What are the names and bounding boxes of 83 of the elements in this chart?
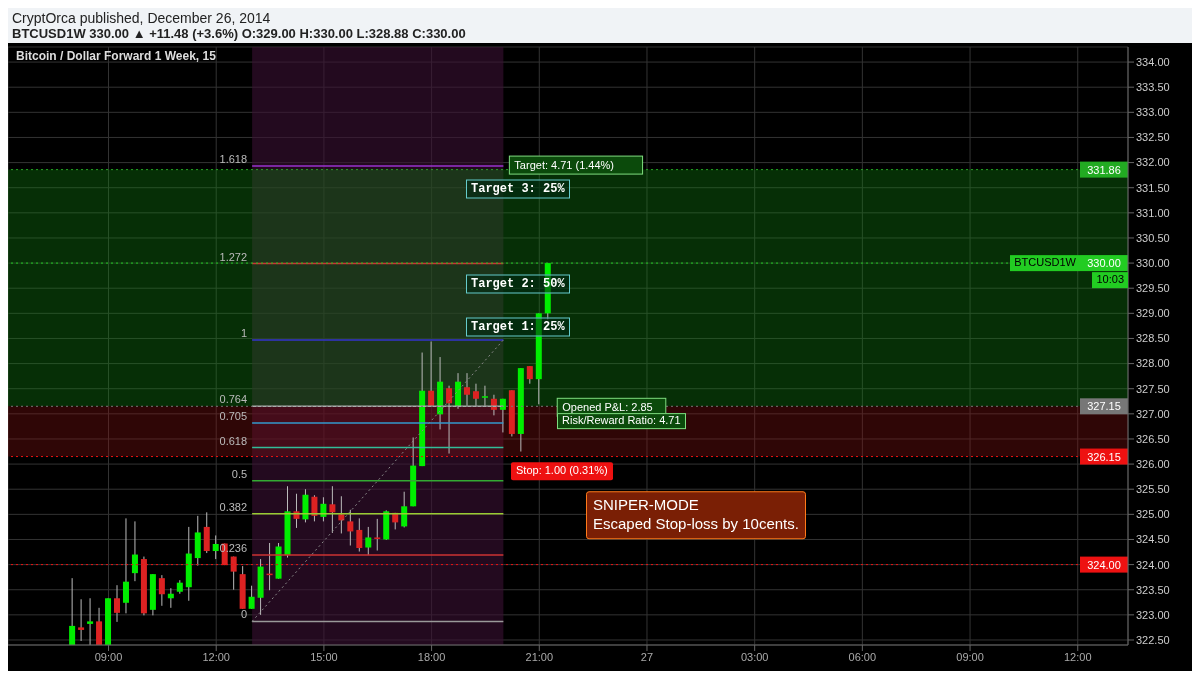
ref-line-label: 324.00 xyxy=(1087,558,1121,571)
y-tick-label: 323.00 xyxy=(1136,608,1170,621)
ref-line-label: 327.15 xyxy=(1087,400,1121,413)
candlestick xyxy=(428,340,435,407)
candlestick xyxy=(212,534,219,560)
annotation: Target: 4.71 (1.44%) xyxy=(514,159,615,172)
x-tick-label: 09:00 xyxy=(94,650,123,663)
y-tick-label: 329.50 xyxy=(1136,282,1170,295)
annotation: SNIPER-MODE Escaped Stop-loss by 10cents. xyxy=(586,491,806,539)
chart-title: Bitcoin / Dollar Forward 1 Week, 15 xyxy=(16,49,216,63)
annotation: BTCUSD1W xyxy=(1010,255,1080,271)
x-tick-label: 06:00 xyxy=(848,650,877,663)
x-tick-label: 12:00 xyxy=(1063,650,1092,663)
y-tick-label: 322.50 xyxy=(1136,633,1170,646)
x-tick-label: 15:00 xyxy=(310,650,338,663)
ref-line-label: 326.15 xyxy=(1087,450,1121,463)
x-tick-label: 27 xyxy=(640,650,654,663)
candlestick xyxy=(499,398,506,433)
x-tick-label: 12:00 xyxy=(202,650,230,663)
candlestick xyxy=(481,385,488,407)
annotation: 0.764 xyxy=(219,393,248,406)
y-tick-label: 330.00 xyxy=(1136,256,1170,269)
candlestick xyxy=(69,577,76,645)
x-tick-label: 09:00 xyxy=(956,650,984,663)
candlestick xyxy=(347,509,354,546)
y-tick-label: 325.50 xyxy=(1136,483,1170,496)
ref-line-label: 330.00 xyxy=(1087,257,1121,270)
x-tick-label: 21:00 xyxy=(525,650,554,663)
candlestick xyxy=(78,598,85,642)
annotation: 1.272 xyxy=(219,250,248,263)
candlestick xyxy=(158,574,165,607)
y-tick-label: 332.50 xyxy=(1136,131,1170,144)
annotation: 0.705 xyxy=(219,409,248,422)
candlestick xyxy=(374,518,381,552)
y-tick-label: 326.00 xyxy=(1136,458,1170,470)
annotation: Target 3: 25% xyxy=(466,179,570,199)
candlestick xyxy=(122,517,129,614)
annotation: Target 2: 50% xyxy=(466,274,570,294)
y-tick-label: 324.00 xyxy=(1136,558,1170,571)
candlestick xyxy=(96,607,103,645)
text: CryptOrca published, December 26, 2014 xyxy=(12,10,272,26)
candlestick xyxy=(87,597,94,645)
candlestick xyxy=(114,584,120,623)
y-tick-label: 324.50 xyxy=(1136,533,1170,546)
y-tick-label: 333.50 xyxy=(1136,81,1170,94)
y-tick-label: 328.50 xyxy=(1136,332,1170,345)
y-tick-label: 326.50 xyxy=(1136,432,1170,445)
candlestick xyxy=(356,517,363,553)
y-tick-label: 328.00 xyxy=(1136,357,1170,370)
x-tick-label: 03:00 xyxy=(740,650,769,663)
y-tick-label: 334.00 xyxy=(1136,55,1170,68)
y-tick-label: 331.50 xyxy=(1136,181,1170,194)
candlestick xyxy=(446,385,453,455)
annotation: Target 1: 25% xyxy=(466,317,570,337)
y-tick-label: 327.50 xyxy=(1136,382,1170,395)
y-tick-label: 332.00 xyxy=(1136,156,1170,169)
chart-subtitle: BTCUSD1W 330.00 ▲ +11.48 (+3.6%) O:329.00 H:330.00 L:328.88 C:330.00 xyxy=(12,26,467,41)
y-tick-label: 325.00 xyxy=(1136,508,1170,521)
candlestick xyxy=(248,585,255,610)
annotation: 0 xyxy=(240,608,248,621)
candlestick xyxy=(464,372,470,407)
y-tick-label: 333.00 xyxy=(1136,106,1170,119)
annotation: 0.382 xyxy=(219,500,248,513)
y-tick-label: 331.00 xyxy=(1136,206,1170,219)
candlestick xyxy=(472,383,479,407)
y-tick-label: 323.50 xyxy=(1136,583,1170,596)
candlestick xyxy=(365,526,372,556)
candlestick xyxy=(230,556,237,591)
y-tick-label: 330.50 xyxy=(1136,231,1170,244)
annotation: Risk/Reward Ratio: 4.71 xyxy=(557,413,686,429)
ref-line-label: 331.86 xyxy=(1087,163,1121,176)
annotation: 10:03 xyxy=(1092,272,1128,288)
candlestick xyxy=(329,485,336,534)
annotation: Opened P&L: 2.85 xyxy=(562,401,653,414)
annotation: 1.618 xyxy=(219,153,248,166)
annotation: 0.5 xyxy=(231,467,248,480)
annotation: 1 xyxy=(240,326,248,339)
candlestick xyxy=(131,520,138,582)
y-tick-label: 329.00 xyxy=(1136,307,1170,320)
x-tick-label: 18:00 xyxy=(417,650,446,663)
y-tick-label: 327.00 xyxy=(1136,407,1170,420)
annotation: Stop: 1.00 (0.31%) xyxy=(511,462,613,480)
annotation: 0.618 xyxy=(219,434,248,447)
